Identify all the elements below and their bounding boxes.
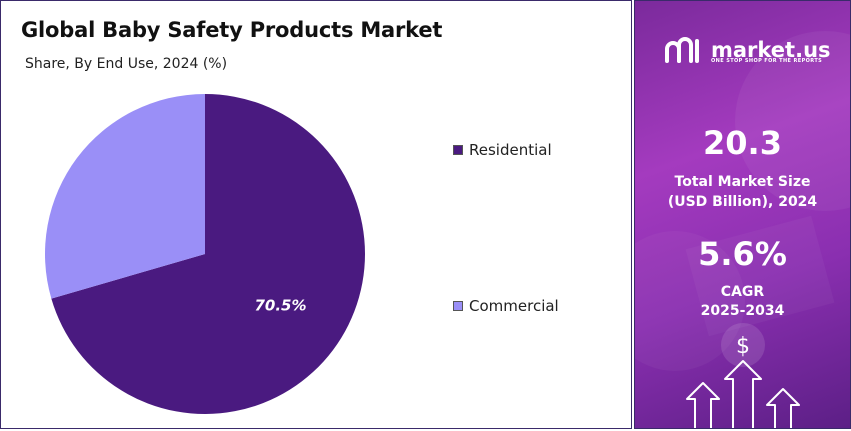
legend-item-residential: Residential	[453, 141, 552, 159]
dollar-sign-icon: $	[736, 334, 750, 359]
brand: market.us	[663, 35, 831, 65]
legend-swatch-residential	[453, 145, 463, 155]
data-label-residential: 70.5%	[254, 297, 306, 315]
growth-arrows-icon: $	[686, 323, 800, 428]
legend-item-commercial: Commercial	[453, 297, 559, 315]
cagr-label-line2: 2025-2034	[700, 303, 785, 319]
pie-slice-commercial	[44, 94, 205, 299]
chart-subtitle: Share, By End Use, 2024 (%)	[25, 56, 228, 72]
cagr-value: 5.6%	[698, 235, 787, 273]
stats-panel: market.us ONE STOP SHOP FOR THE REPORTS …	[634, 0, 851, 429]
market-size-value: 20.3	[703, 124, 782, 162]
legend-label-commercial: Commercial	[469, 297, 559, 315]
brand-tagline: ONE STOP SHOP FOR THE REPORTS	[711, 58, 823, 64]
legend-swatch-commercial	[453, 301, 463, 311]
cagr-label-line1: CAGR	[720, 284, 765, 300]
pie-slice-residential	[51, 94, 365, 414]
market-size-label-line1: Total Market Size	[674, 174, 811, 190]
chart-title: Global Baby Safety Products Market	[21, 18, 443, 42]
pie-chart: 70.5%	[44, 94, 365, 414]
brand-name: market.us	[711, 37, 831, 62]
market-size-label-line2: (USD Billion), 2024	[667, 194, 818, 210]
background-decoration	[635, 31, 850, 371]
market-us-logo-icon	[665, 37, 699, 63]
legend-label-residential: Residential	[469, 141, 552, 159]
chart-panel: Global Baby Safety Products Market Share…	[0, 0, 632, 429]
